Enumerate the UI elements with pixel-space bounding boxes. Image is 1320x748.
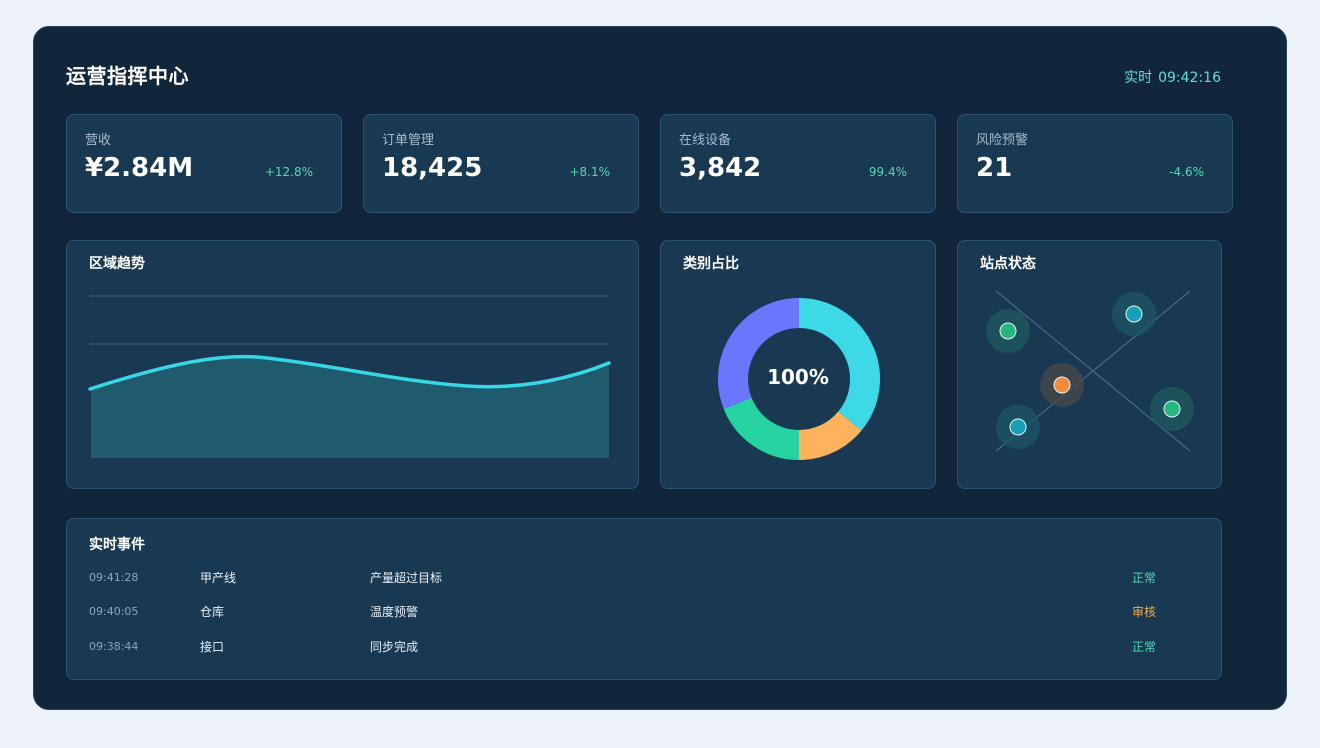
event-message: 温度预警	[370, 605, 419, 619]
trend-area	[91, 356, 609, 458]
kpi-label: 在线设备	[679, 133, 732, 148]
event-time: 09:41:28	[89, 571, 139, 584]
donut-segment[interactable]	[723, 397, 800, 460]
kpi-delta: +8.1%	[569, 165, 610, 179]
trend-title: 区域趋势	[89, 256, 145, 272]
trend-panel: 区域趋势	[66, 240, 639, 489]
donut-segment[interactable]	[798, 410, 862, 460]
event-time: 09:40:05	[89, 605, 139, 618]
kpi-card-devices[interactable]: 在线设备 3,842 99.4%	[660, 114, 936, 213]
clock-label: 实时	[1124, 70, 1153, 86]
kpi-card-orders[interactable]: 订单管理 18,425 +8.1%	[363, 114, 639, 213]
donut-segment[interactable]	[718, 298, 800, 409]
kpi-card-risk[interactable]: 风险预警 21 -4.6%	[957, 114, 1233, 213]
kpi-value: 18,425	[382, 153, 483, 183]
event-source: 甲产线	[200, 571, 237, 585]
kpi-delta: 99.4%	[868, 165, 907, 179]
sites-title: 站点状态	[980, 256, 1036, 272]
realtime-clock: 实时 09:42:16	[1124, 67, 1221, 87]
donut-segment[interactable]	[798, 298, 880, 431]
kpi-label: 订单管理	[382, 133, 435, 148]
kpi-value: ¥2.84M	[85, 153, 194, 183]
sites-panel: 站点状态	[957, 240, 1222, 489]
kpi-label: 风险预警	[976, 133, 1029, 148]
page-title: 运营指挥中心	[66, 64, 189, 88]
category-title: 类别占比	[683, 256, 739, 272]
kpi-value: 3,842	[679, 153, 762, 183]
event-message: 产量超过目标	[370, 571, 443, 585]
donut-center-label: 100%	[767, 365, 829, 389]
kpi-value: 21	[976, 153, 1013, 183]
kpi-delta: -4.6%	[1169, 165, 1204, 179]
event-status: 审核	[1132, 605, 1157, 619]
site-node[interactable]	[1125, 305, 1143, 323]
site-node[interactable]	[1053, 376, 1071, 394]
trend-line	[88, 354, 611, 391]
kpi-delta: +12.8%	[264, 165, 313, 179]
kpi-label: 营收	[85, 133, 112, 148]
site-node[interactable]	[1163, 400, 1181, 418]
site-node[interactable]	[999, 322, 1017, 340]
category-panel: 类别占比 100%	[660, 240, 936, 489]
clock-time: 09:42:16	[1158, 70, 1221, 86]
event-source: 仓库	[200, 605, 225, 619]
event-row[interactable]: 09:41:28 甲产线 产量超过目标 正常	[89, 569, 1199, 589]
events-panel: 实时事件 09:41:28 甲产线 产量超过目标 正常 09:40:05 仓库 …	[66, 518, 1222, 680]
site-node[interactable]	[1009, 418, 1027, 436]
trend-chart	[88, 295, 611, 458]
events-title: 实时事件	[89, 537, 145, 553]
kpi-card-revenue[interactable]: 营收 ¥2.84M +12.8%	[66, 114, 342, 213]
sites-map	[986, 290, 1194, 452]
event-message: 同步完成	[370, 640, 419, 654]
event-time: 09:38:44	[89, 640, 139, 653]
event-row[interactable]: 09:40:05 仓库 温度预警 审核	[89, 603, 1199, 623]
event-row[interactable]: 09:38:44 接口 同步完成 正常	[89, 638, 1199, 658]
event-source: 接口	[200, 640, 225, 654]
event-status: 正常	[1132, 640, 1157, 654]
category-donut-chart	[718, 298, 880, 460]
event-status: 正常	[1132, 571, 1157, 585]
